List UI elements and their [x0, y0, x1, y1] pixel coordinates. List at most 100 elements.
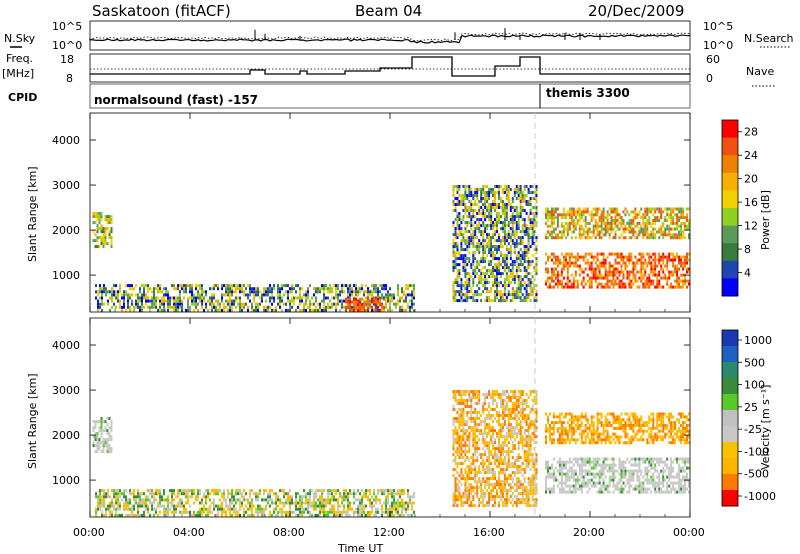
scatter-cell-1	[211, 287, 213, 291]
scatter-cell-4	[626, 270, 629, 274]
scatter-cell-3	[531, 239, 534, 243]
scatter-cell-1	[191, 296, 193, 300]
scatter-cell-1	[173, 498, 175, 502]
scatter-cell-2	[486, 456, 489, 460]
scatter-cell-1	[249, 290, 251, 294]
scatter-cell-5	[580, 224, 583, 228]
scatter-cell-3	[519, 236, 522, 240]
scatter-cell-4	[622, 285, 625, 289]
scatter-cell-1	[339, 492, 341, 496]
scatter-cell-1	[341, 302, 343, 306]
scatter-cell-3	[501, 272, 504, 276]
scatter-cell-3	[490, 248, 493, 252]
scatter-cell-2	[503, 414, 506, 417]
scatter-cell-3	[498, 215, 500, 219]
scatter-cell-4	[604, 285, 607, 289]
scatter-cell-1	[247, 501, 249, 505]
scatter-cell-1	[201, 513, 203, 517]
scatter-cell-1	[225, 498, 227, 502]
scatter-cell-1	[269, 498, 271, 502]
scatter-cell-4	[594, 279, 597, 283]
scatter-cell-4	[654, 255, 657, 259]
scatter-cell-2	[377, 297, 379, 301]
scatter-cell-1	[137, 293, 139, 297]
scatter-cell-3	[488, 191, 491, 194]
scatter-cell-2	[511, 444, 514, 448]
scatter-cell-1	[413, 296, 415, 300]
scatter-cell-5	[680, 230, 683, 234]
scatter-cell-5	[564, 236, 567, 240]
scatter-cell-3	[484, 197, 487, 200]
scatter-cell-3	[470, 296, 473, 300]
scatter-cell-4	[596, 258, 599, 262]
scatter-cell-3	[456, 251, 459, 255]
scatter-cell-5	[678, 219, 681, 222]
scatter-cell-3	[496, 272, 498, 276]
scatter-cell-1	[287, 501, 289, 505]
scatter-cell-3	[454, 197, 457, 200]
scatter-cell-3	[462, 263, 465, 267]
scatter-cell-2	[490, 414, 493, 417]
scatter-cell-1	[219, 498, 221, 502]
scatter-cell-5	[630, 219, 633, 222]
scatter-cell-4	[560, 273, 563, 277]
scatter-cell-0	[102, 227, 105, 231]
scatter-cell-3	[511, 242, 514, 246]
scatter-cell-5	[566, 221, 569, 225]
scatter-cell-3	[482, 188, 485, 191]
scatter-cell-3	[458, 200, 461, 203]
scatter-cell-1	[337, 299, 339, 303]
scatter-cell-1	[121, 305, 123, 309]
scatter-cell-5	[552, 230, 555, 234]
scatter-cell-2	[458, 441, 461, 445]
scatter-cell-1	[357, 498, 359, 502]
scatter-cell-5	[634, 210, 637, 214]
scatter-cell-1	[195, 302, 197, 306]
scatter-cell-1	[211, 308, 213, 312]
scatter-cell-4	[598, 264, 601, 268]
scatter-cell-3	[517, 236, 520, 240]
scatter-cell-3	[456, 290, 459, 294]
scatter-cell-5	[644, 227, 647, 231]
scatter-cell-4	[608, 264, 611, 268]
scatter-cell-4	[650, 264, 653, 268]
scatter-cell-2	[503, 420, 506, 424]
scatter-cell-4	[678, 255, 681, 259]
scatter-cell-2	[462, 426, 465, 430]
scatter-cell-3	[458, 212, 461, 215]
scatter-cell-1	[359, 492, 361, 496]
scatter-cell-3	[494, 284, 496, 288]
scatter-cell-4	[554, 276, 557, 280]
scatter-cell-1	[217, 284, 219, 288]
scatter-cell-1	[199, 489, 201, 493]
scatter-cell-2	[466, 474, 469, 478]
scatter-cell-3	[527, 272, 530, 276]
scatter-cell-5	[600, 219, 603, 222]
scatter-cell-1	[287, 290, 289, 294]
scatter-cell-3	[505, 224, 508, 228]
scatter-cell-4	[545, 261, 547, 265]
scatter-cell-3	[496, 290, 498, 294]
scatter-cell-4	[634, 279, 637, 283]
scatter-cell-1	[269, 489, 271, 493]
scatter-cell-1	[333, 489, 335, 493]
scatter-cell-5	[594, 219, 597, 222]
scatter-cell-1	[137, 504, 139, 508]
scatter-cell-4	[600, 276, 603, 280]
scatter-cell-2	[462, 462, 465, 466]
scatter-cell-3	[494, 233, 496, 237]
scatter-cell-1	[341, 290, 343, 294]
scatter-cell-5	[636, 213, 639, 217]
scatter-cell-2	[476, 486, 479, 490]
scatter-cell-5	[606, 219, 609, 222]
scatter-cell-2	[509, 495, 512, 499]
scatter-cell-4	[688, 252, 690, 256]
scatter-cell-2	[521, 402, 524, 405]
scatter-cell-2	[460, 444, 463, 448]
scatter-cell-3	[470, 239, 473, 243]
scatter-cell-3	[476, 284, 479, 288]
scatter-cell-1	[235, 513, 237, 517]
scatter-cell-3	[525, 293, 528, 297]
scatter-cell-3	[531, 254, 534, 258]
scatter-cell-2	[359, 309, 361, 313]
